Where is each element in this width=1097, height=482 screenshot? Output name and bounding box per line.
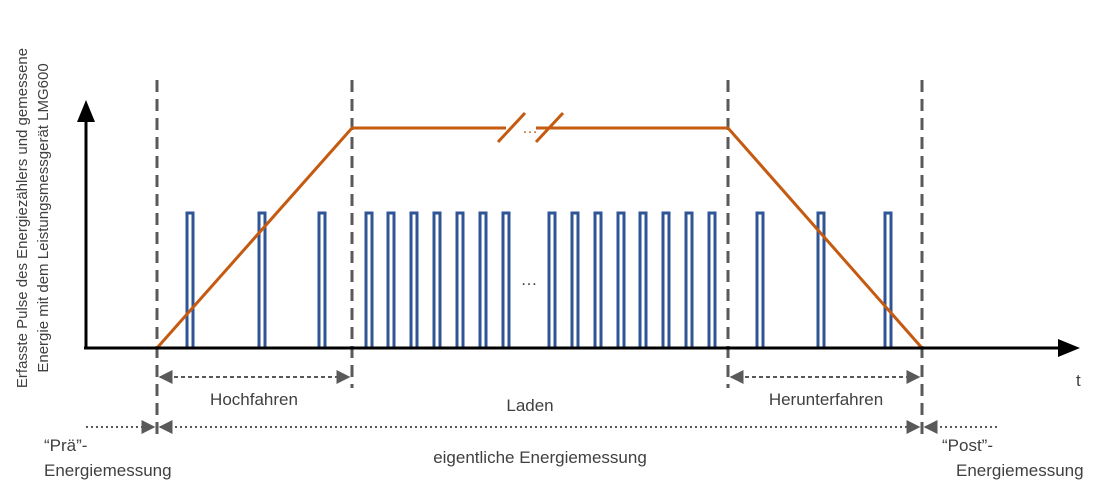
- pulse: [386, 211, 396, 347]
- axes: [77, 100, 1080, 357]
- pulse: [409, 211, 419, 347]
- pulse: [684, 211, 694, 347]
- pulse-ellipsis: …: [521, 270, 538, 289]
- pulse: [816, 211, 826, 347]
- x-axis-arrow: [1058, 339, 1080, 357]
- pulse: [883, 211, 893, 347]
- label-post-measurement-line1: “Post”-: [942, 436, 993, 455]
- y-axis-arrow: [77, 100, 95, 122]
- pulse: [317, 211, 327, 347]
- label-ramp-up: Hochfahren: [210, 390, 298, 409]
- pulse: [661, 211, 671, 347]
- axis-break-mark-left: [496, 111, 527, 144]
- energy-ellipsis: …: [522, 120, 538, 137]
- pulse: [364, 211, 374, 347]
- y-axis-label-line1: Erfasste Pulse des Energiezählers und ge…: [14, 48, 31, 388]
- pulse: [501, 211, 511, 347]
- pulse: [478, 211, 488, 347]
- label-post-measurement-line2: Energiemessung: [956, 461, 1084, 480]
- pulse: [455, 211, 465, 347]
- pulse: [638, 211, 648, 347]
- energy-counter-pulses: [185, 211, 893, 347]
- y-axis-label-line2: Energie mit dem Leistungsmessgerät LMG60…: [35, 63, 52, 372]
- axis-break-mark-right: [534, 111, 565, 144]
- pulse: [616, 211, 626, 347]
- energy-line-left: [155, 126, 506, 349]
- pulse: [593, 211, 603, 347]
- pulse: [257, 211, 267, 347]
- label-pre-measurement-line1: “Prä”-: [44, 436, 87, 455]
- phase-dividers: [155, 80, 924, 440]
- energy-line: [155, 111, 924, 349]
- pulse: [755, 211, 765, 347]
- label-charging: Laden: [506, 396, 553, 415]
- pulse: [185, 211, 195, 347]
- x-axis-label: t: [1076, 371, 1081, 390]
- energy-line-right: [536, 126, 924, 349]
- pulse: [707, 211, 717, 347]
- label-pre-measurement-line2: Energiemessung: [44, 461, 172, 480]
- label-main-measurement: eigentliche Energiemessung: [433, 448, 647, 467]
- pulse: [547, 211, 557, 347]
- pulse: [432, 211, 442, 347]
- label-ramp-down: Herunterfahren: [769, 390, 883, 409]
- pulse: [570, 211, 580, 347]
